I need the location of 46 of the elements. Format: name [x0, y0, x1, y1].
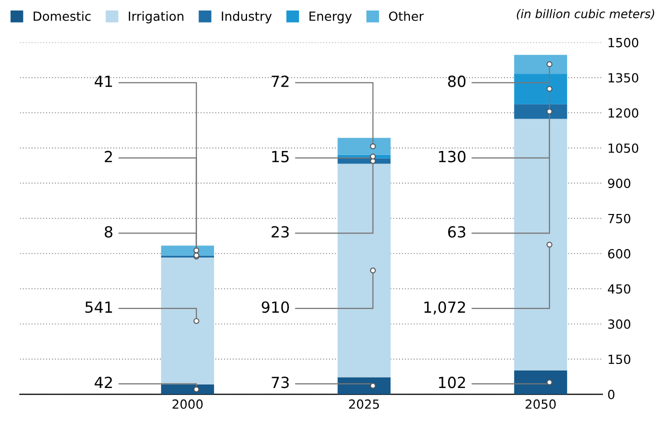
- data-label: 63: [448, 226, 466, 238]
- data-label: 23: [272, 226, 289, 238]
- bar: [338, 164, 391, 378]
- bar: [514, 104, 568, 119]
- data-label: 541: [85, 302, 112, 313]
- data-label: 41: [94, 76, 112, 87]
- x-tick-label: 2000: [172, 399, 203, 409]
- x-tick-label: 2025: [349, 399, 379, 409]
- x-tick-label: 2050: [526, 399, 556, 409]
- y-tick-label: 750: [608, 214, 630, 224]
- data-label: 130: [439, 150, 466, 162]
- data-label: 102: [439, 376, 465, 388]
- data-label: 1,072: [424, 301, 465, 314]
- y-tick-label: 1350: [608, 73, 638, 83]
- bar: [514, 54, 568, 74]
- data-label: 15: [272, 151, 289, 162]
- bar: [161, 384, 214, 394]
- bar: [338, 377, 391, 394]
- data-label: 2: [104, 150, 112, 162]
- legend-label: Domestic: [34, 11, 91, 21]
- data-label: 72: [272, 76, 288, 87]
- data-label: 73: [272, 376, 289, 388]
- bar: [514, 370, 568, 394]
- y-tick-label: 0: [608, 390, 614, 400]
- y-tick-label: 300: [608, 319, 630, 329]
- legend-label: Irrigation: [128, 11, 184, 24]
- bar: [514, 118, 568, 370]
- y-tick-label: 1500: [608, 38, 638, 48]
- y-tick-label: 900: [608, 178, 630, 188]
- text: (in billion cubic meters): [516, 9, 654, 20]
- legend-label: Industry: [222, 11, 272, 24]
- legend-label: Other: [389, 11, 424, 21]
- bar: [161, 246, 214, 256]
- data-label: 910: [262, 301, 289, 313]
- y-tick-label: 450: [608, 284, 630, 294]
- bar: [514, 74, 568, 104]
- data-label: 8: [104, 226, 112, 238]
- y-tick-label: 150: [608, 354, 630, 364]
- y-tick-label: 1050: [608, 143, 638, 153]
- y-tick-label: 600: [608, 249, 630, 258]
- y-tick-label: 1200: [608, 108, 638, 118]
- data-label: 80: [448, 76, 466, 88]
- legend-label: Energy: [310, 12, 352, 24]
- data-label: 42: [94, 376, 112, 388]
- bar: [161, 258, 214, 384]
- bar: [338, 138, 391, 155]
